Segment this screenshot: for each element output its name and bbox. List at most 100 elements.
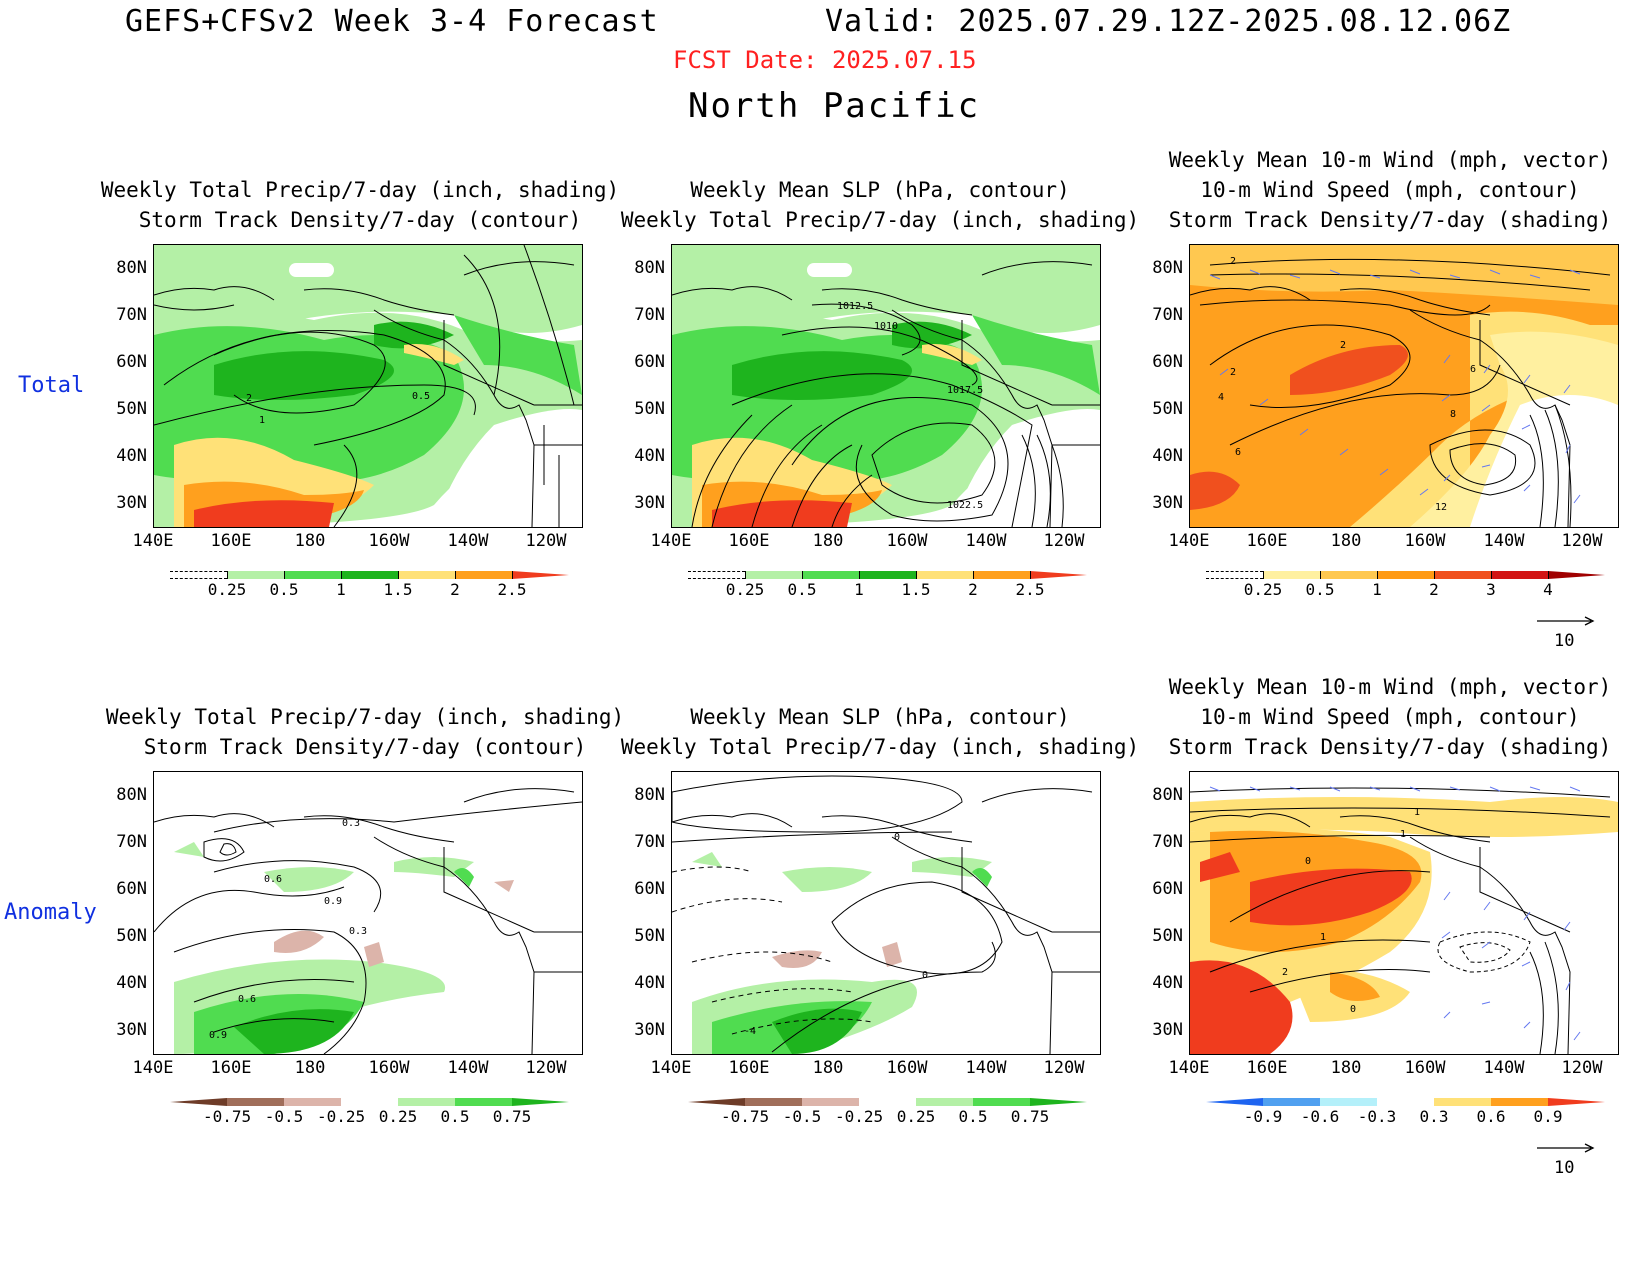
colorbar-tick-label: 0.5 — [787, 580, 817, 599]
latitude-label: 40N — [116, 973, 147, 993]
latitude-label: 50N — [634, 399, 665, 419]
colorbar-tick-label: 4 — [1543, 580, 1553, 599]
panel-title-wind-track-total: Weekly Mean 10-m Wind (mph, vector) 10-m… — [1140, 145, 1640, 235]
colorbar-precip-total — [170, 571, 569, 579]
colorbar-tick-label: -0.25 — [317, 1107, 366, 1126]
contour-label: 0 — [922, 970, 928, 981]
colorbar-segment — [973, 571, 1030, 579]
longitude-label: 160W — [1404, 1058, 1446, 1078]
longitude-label: 140E — [132, 1058, 174, 1078]
colorbar-segment — [170, 1098, 227, 1106]
longitude-label: 140E — [650, 1058, 692, 1078]
map-graphic: 2 1 0.5 — [154, 245, 582, 527]
latitude-label: 70N — [116, 832, 147, 852]
latitude-label: 30N — [116, 1020, 147, 1040]
latitude-label: 70N — [634, 305, 665, 325]
row-label-total: Total — [18, 373, 85, 398]
latitude-label: 30N — [1152, 493, 1183, 513]
longitude-label: 140W — [447, 531, 489, 551]
longitude-label: 160W — [368, 531, 410, 551]
colorbar-segment — [802, 571, 859, 579]
title-line: Weekly Mean SLP (hPa, contour) — [690, 178, 1070, 202]
longitude-label: 140E — [650, 531, 692, 551]
latitude-label: 30N — [116, 493, 147, 513]
latitude-label: 80N — [1152, 785, 1183, 805]
latitude-label: 30N — [1152, 1020, 1183, 1040]
colorbar-tick-label: 2 — [450, 580, 460, 599]
colorbar-tick-label: 1.5 — [901, 580, 931, 599]
title-line: Storm Track Density/7-day (shading) — [1168, 735, 1612, 759]
map-panel-precip-track-total: 2 1 0.5 — [153, 244, 583, 528]
panel-title-slp-precip-anomaly: Weekly Mean SLP (hPa, contour) Weekly To… — [620, 702, 1140, 762]
longitude-label: 180 — [812, 1058, 844, 1078]
longitude-label: 180 — [1330, 1058, 1362, 1078]
colorbar-tick-label: 1 — [854, 580, 864, 599]
latitude-label: 70N — [116, 305, 147, 325]
title-line: 10-m Wind Speed (mph, contour) — [1200, 705, 1580, 729]
vector-reference-total: 10 — [1537, 612, 1597, 651]
colorbar-segment — [1377, 571, 1434, 579]
contour-label: 1010 — [874, 321, 898, 332]
latitude-label: 40N — [634, 446, 665, 466]
map-panel-wind-track-anomaly: 0 1 1 1 2 0 — [1189, 771, 1619, 1055]
map-panel-slp-precip-anomaly: 0 0 -4 — [671, 771, 1101, 1055]
contour-label: 1 — [259, 415, 265, 426]
latitude-label: 80N — [634, 785, 665, 805]
latitude-label: 50N — [1152, 399, 1183, 419]
longitude-label: 140E — [132, 531, 174, 551]
contour-label: 0.3 — [342, 818, 360, 829]
colorbar-tick-label: -0.9 — [1243, 1107, 1283, 1126]
contour-label: 2 — [1340, 340, 1346, 351]
title-line: Weekly Mean 10-m Wind (mph, vector) — [1168, 675, 1612, 699]
longitude-label: 140E — [1168, 1058, 1210, 1078]
map-panel-wind-track-total: 2 2 2 4 6 6 8 12 — [1189, 244, 1619, 528]
colorbar-tick-label: 0.75 — [492, 1107, 532, 1126]
panel-title-precip-track-anomaly: Weekly Total Precip/7-day (inch, shading… — [105, 702, 625, 762]
contour-label: 0 — [894, 832, 900, 843]
latitude-label: 60N — [1152, 352, 1183, 372]
colorbar-segment — [455, 1098, 512, 1106]
colorbar-segment — [1263, 1098, 1320, 1106]
colorbar-precip-anomaly — [170, 1098, 569, 1106]
latitude-label: 50N — [1152, 926, 1183, 946]
contour-label: 2 — [1282, 967, 1288, 978]
colorbar-segment — [1263, 571, 1320, 579]
colorbar-segment — [1320, 1098, 1377, 1106]
contour-label: 0.3 — [349, 926, 367, 937]
colorbar-tick-label: 0.5 — [958, 1107, 988, 1126]
colorbar-tick-label: 1 — [336, 580, 346, 599]
colorbar-segment — [1206, 1098, 1263, 1106]
contour-label: 0.9 — [209, 1030, 227, 1041]
longitude-label: 120W — [525, 1058, 567, 1078]
contour-label: 0 — [1305, 856, 1311, 867]
longitude-label: 140E — [1168, 531, 1210, 551]
colorbar-segment — [859, 571, 916, 579]
colorbar-segment — [341, 1098, 398, 1106]
colorbar-segment — [802, 1098, 859, 1106]
longitude-label: 160W — [1404, 531, 1446, 551]
latitude-label: 30N — [634, 493, 665, 513]
longitude-label: 180 — [1330, 531, 1362, 551]
colorbar-tick-label: 0.5 — [440, 1107, 470, 1126]
longitude-label: 180 — [812, 531, 844, 551]
longitude-label: 160W — [368, 1058, 410, 1078]
colorbar-precip-anomaly-2 — [688, 1098, 1087, 1106]
map-panel-precip-track-anomaly: 0.3 0.6 0.9 0.3 0.6 0.9 — [153, 771, 583, 1055]
panel-title-slp-precip-total: Weekly Mean SLP (hPa, contour) Weekly To… — [620, 175, 1140, 235]
contour-label: 6 — [1470, 364, 1476, 375]
colorbar-tick-label: 0.3 — [1419, 1107, 1449, 1126]
colorbar-segment — [688, 1098, 745, 1106]
colorbar-tick-label: 3 — [1486, 580, 1496, 599]
map-graphic: 2 2 2 4 6 6 8 12 — [1190, 245, 1618, 527]
contour-label: 8 — [1450, 409, 1456, 420]
title-line: Weekly Mean 10-m Wind (mph, vector) — [1168, 148, 1612, 172]
colorbar-tick-label: 0.5 — [1305, 580, 1335, 599]
colorbar-tick-label: 0.25 — [207, 580, 247, 599]
contour-label: 1022.5 — [947, 500, 983, 511]
colorbar-tick-label: 0.25 — [896, 1107, 936, 1126]
longitude-label: 140W — [965, 531, 1007, 551]
longitude-label: 160W — [886, 1058, 928, 1078]
latitude-label: 60N — [634, 879, 665, 899]
longitude-label: 160E — [210, 1058, 252, 1078]
latitude-label: 50N — [634, 926, 665, 946]
